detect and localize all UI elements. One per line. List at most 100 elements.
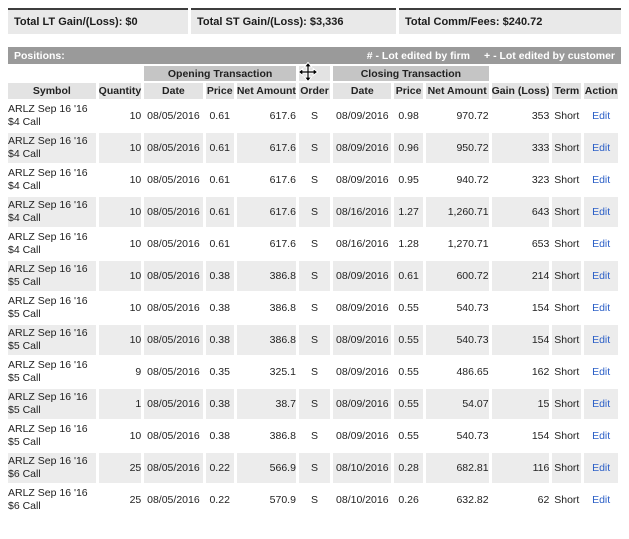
symbol-line-1: ARLZ Sep 16 '16 <box>8 391 88 403</box>
edit-link[interactable]: Edit <box>592 270 611 282</box>
positions-rows: ARLZ Sep 16 '16 $4 Call 10 08/05/2016 0.… <box>8 101 618 515</box>
edit-link[interactable]: Edit <box>592 462 611 474</box>
column-header-close-net-amount: Net Amount <box>425 83 489 99</box>
edit-link[interactable]: Edit <box>592 142 611 154</box>
symbol-cell: ARLZ Sep 16 '16 $6 Call <box>8 453 96 483</box>
gain-loss-cell: 333 <box>491 133 550 163</box>
action-cell: Edit <box>584 485 618 515</box>
action-cell: Edit <box>584 133 618 163</box>
gain-loss-cell: 154 <box>491 325 550 355</box>
term-cell: Short <box>552 389 582 419</box>
open-price-cell: 0.38 <box>205 389 234 419</box>
open-price-cell: 0.61 <box>205 197 234 227</box>
open-net-amount-cell: 38.7 <box>236 389 296 419</box>
open-net-amount-cell: 386.8 <box>236 261 296 291</box>
close-price-cell: 0.55 <box>394 357 423 387</box>
edit-link[interactable]: Edit <box>592 174 611 186</box>
open-net-amount-cell: 617.6 <box>236 229 296 259</box>
column-header-term: Term <box>552 83 582 99</box>
position-row: ARLZ Sep 16 '16 $6 Call 25 08/05/2016 0.… <box>8 453 618 483</box>
close-date-cell: 08/09/2016 <box>333 325 392 355</box>
edit-link[interactable]: Edit <box>592 110 611 122</box>
position-row: ARLZ Sep 16 '16 $5 Call 9 08/05/2016 0.3… <box>8 357 618 387</box>
symbol-line-1: ARLZ Sep 16 '16 <box>8 359 88 371</box>
symbol-line-1: ARLZ Sep 16 '16 <box>8 327 88 339</box>
quantity-cell: 10 <box>98 197 142 227</box>
gain-loss-cell: 15 <box>491 389 550 419</box>
totals-strip: Total LT Gain/(Loss): $0 Total ST Gain/(… <box>8 8 621 34</box>
edit-link[interactable]: Edit <box>592 430 611 442</box>
symbol-line-2: $4 Call <box>8 148 41 160</box>
symbol-line-2: $5 Call <box>8 276 41 288</box>
legend-lot-edited-by-customer: + - Lot edited by customer <box>484 49 615 62</box>
close-price-cell: 0.98 <box>394 101 423 131</box>
symbol-line-1: ARLZ Sep 16 '16 <box>8 135 88 147</box>
gain-loss-cell: 154 <box>491 421 550 451</box>
edit-link[interactable]: Edit <box>592 398 611 410</box>
column-header-open-price: Price <box>205 83 234 99</box>
order-cell: S <box>298 197 331 227</box>
close-date-cell: 08/09/2016 <box>333 165 392 195</box>
term-cell: Short <box>552 421 582 451</box>
open-net-amount-cell: 617.6 <box>236 101 296 131</box>
position-row: ARLZ Sep 16 '16 $4 Call 10 08/05/2016 0.… <box>8 229 618 259</box>
close-date-cell: 08/09/2016 <box>333 389 392 419</box>
action-cell: Edit <box>584 165 618 195</box>
edit-link[interactable]: Edit <box>592 302 611 314</box>
close-net-amount-cell: 540.73 <box>425 421 489 451</box>
positions-table: Opening Transaction Closing Transaction … <box>5 64 621 517</box>
symbol-line-2: $4 Call <box>8 180 41 192</box>
total-comm-fees: Total Comm/Fees: $240.72 <box>399 8 621 34</box>
term-cell: Short <box>552 261 582 291</box>
total-st-gain: Total ST Gain/(Loss): $3,336 <box>191 8 396 34</box>
symbol-line-1: ARLZ Sep 16 '16 <box>8 231 88 243</box>
quantity-cell: 10 <box>98 325 142 355</box>
position-row: ARLZ Sep 16 '16 $5 Call 10 08/05/2016 0.… <box>8 261 618 291</box>
term-cell: Short <box>552 197 582 227</box>
position-row: ARLZ Sep 16 '16 $4 Call 10 08/05/2016 0.… <box>8 101 618 131</box>
open-date-cell: 08/05/2016 <box>144 197 203 227</box>
group-header-spacer <box>584 66 618 81</box>
open-price-cell: 0.38 <box>205 293 234 323</box>
edit-link[interactable]: Edit <box>592 494 611 506</box>
gain-loss-cell: 214 <box>491 261 550 291</box>
symbol-line-2: $5 Call <box>8 308 41 320</box>
position-row: ARLZ Sep 16 '16 $4 Call 10 08/05/2016 0.… <box>8 165 618 195</box>
symbol-line-2: $5 Call <box>8 404 41 416</box>
open-price-cell: 0.38 <box>205 261 234 291</box>
symbol-cell: ARLZ Sep 16 '16 $4 Call <box>8 133 96 163</box>
column-header-close-price: Price <box>394 83 423 99</box>
column-header-open-net-amount: Net Amount <box>236 83 296 99</box>
edit-link[interactable]: Edit <box>592 334 611 346</box>
group-header-spacer <box>492 66 550 81</box>
close-price-cell: 0.55 <box>394 293 423 323</box>
edit-link[interactable]: Edit <box>592 206 611 218</box>
close-net-amount-cell: 970.72 <box>425 101 489 131</box>
symbol-line-2: $6 Call <box>8 468 41 480</box>
action-cell: Edit <box>584 421 618 451</box>
open-date-cell: 08/05/2016 <box>144 453 203 483</box>
edit-link[interactable]: Edit <box>592 238 611 250</box>
term-cell: Short <box>552 453 582 483</box>
position-row: ARLZ Sep 16 '16 $4 Call 10 08/05/2016 0.… <box>8 197 618 227</box>
open-price-cell: 0.61 <box>205 133 234 163</box>
close-net-amount-cell: 1,270.71 <box>425 229 489 259</box>
order-cell: S <box>298 421 331 451</box>
term-cell: Short <box>552 133 582 163</box>
gain-loss-cell: 643 <box>491 197 550 227</box>
close-date-cell: 08/16/2016 <box>333 229 392 259</box>
total-lt-gain: Total LT Gain/(Loss): $0 <box>8 8 188 34</box>
quantity-cell: 10 <box>98 229 142 259</box>
close-net-amount-cell: 486.65 <box>425 357 489 387</box>
quantity-cell: 10 <box>98 293 142 323</box>
group-header-opening-transaction: Opening Transaction <box>144 66 296 81</box>
quantity-cell: 10 <box>98 261 142 291</box>
symbol-cell: ARLZ Sep 16 '16 $4 Call <box>8 165 96 195</box>
close-price-cell: 0.96 <box>394 133 423 163</box>
close-price-cell: 0.55 <box>394 389 423 419</box>
action-cell: Edit <box>584 453 618 483</box>
open-date-cell: 08/05/2016 <box>144 101 203 131</box>
close-date-cell: 08/09/2016 <box>333 101 392 131</box>
edit-link[interactable]: Edit <box>592 366 611 378</box>
order-cell: S <box>298 293 331 323</box>
